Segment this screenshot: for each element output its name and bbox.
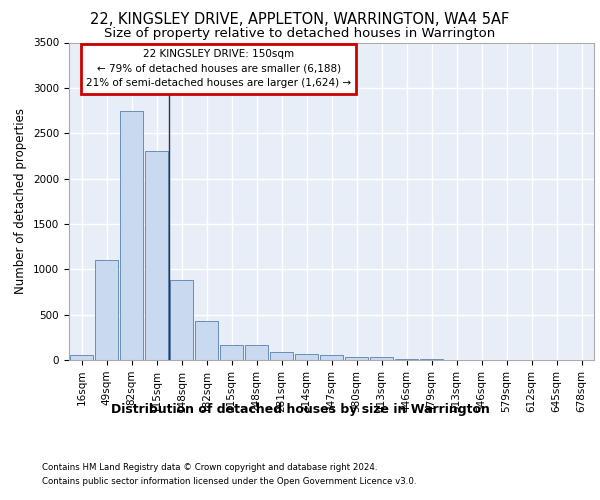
Bar — [70, 356, 93, 360]
Bar — [420, 359, 443, 360]
Bar — [295, 354, 318, 360]
Bar — [345, 357, 368, 360]
Text: Distribution of detached houses by size in Warrington: Distribution of detached houses by size … — [110, 402, 490, 415]
Bar — [120, 110, 143, 360]
Bar — [320, 356, 343, 360]
Text: 22, KINGSLEY DRIVE, APPLETON, WARRINGTON, WA4 5AF: 22, KINGSLEY DRIVE, APPLETON, WARRINGTON… — [91, 12, 509, 28]
Bar — [95, 260, 118, 360]
Bar — [370, 358, 393, 360]
Text: Contains HM Land Registry data © Crown copyright and database right 2024.: Contains HM Land Registry data © Crown c… — [42, 462, 377, 471]
Bar — [220, 345, 243, 360]
Bar — [195, 321, 218, 360]
Bar — [245, 346, 268, 360]
Bar — [395, 358, 418, 360]
Y-axis label: Number of detached properties: Number of detached properties — [14, 108, 28, 294]
Bar — [270, 352, 293, 360]
Text: Size of property relative to detached houses in Warrington: Size of property relative to detached ho… — [104, 28, 496, 40]
Text: Contains public sector information licensed under the Open Government Licence v3: Contains public sector information licen… — [42, 478, 416, 486]
Bar — [145, 152, 168, 360]
Text: 22 KINGSLEY DRIVE: 150sqm
← 79% of detached houses are smaller (6,188)
21% of se: 22 KINGSLEY DRIVE: 150sqm ← 79% of detac… — [86, 49, 351, 88]
Bar — [170, 280, 193, 360]
